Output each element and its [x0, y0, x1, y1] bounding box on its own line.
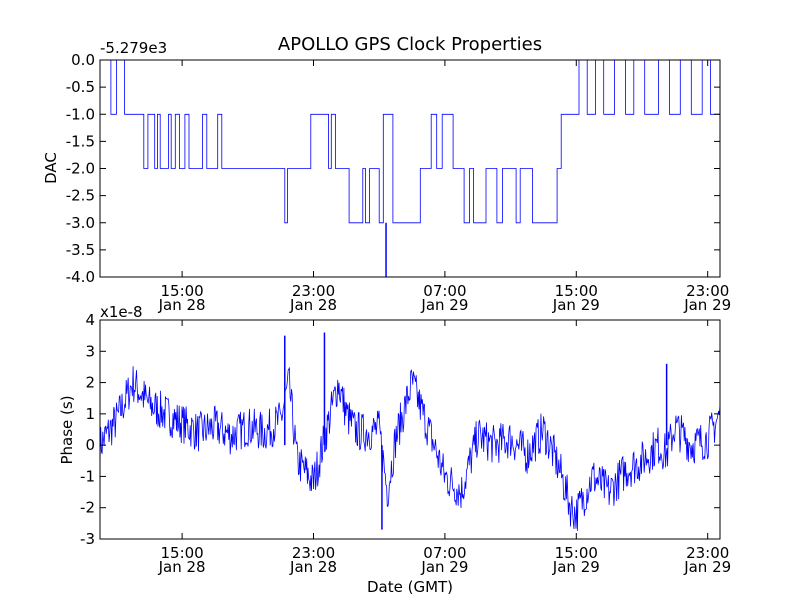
x-tick-label-date: Jan 29 — [420, 296, 468, 314]
series-line — [100, 59, 720, 224]
x-tick-label-time: 15:00 — [555, 544, 598, 562]
y-tick-label: -2.5 — [66, 187, 95, 205]
y-tick-label: -3 — [80, 530, 95, 548]
x-tick-label-time: 15:00 — [555, 282, 598, 300]
phase-offset-label: x1e-8 — [100, 303, 143, 321]
x-tick-label-date: Jan 29 — [552, 558, 600, 576]
x-tick-label-date: Jan 29 — [420, 558, 468, 576]
dac-offset-label: -5.279e3 — [100, 39, 167, 57]
x-tick-label-date: Jan 29 — [552, 296, 600, 314]
phase-series — [99, 332, 721, 531]
y-tick-label: 4 — [85, 311, 95, 329]
y-tick-label: 3 — [85, 342, 95, 360]
y-tick-label: -1 — [80, 467, 95, 485]
x-tick-label-date: Jan 28 — [158, 558, 206, 576]
x-tick-label-time: 07:00 — [423, 544, 466, 562]
dac-y-ticks: 0.0 -0.5 -1.0 -1.5 -2.0 -2.5 -3.0 -3.5 -4.0 — [66, 51, 720, 286]
y-tick-label: -3.5 — [66, 241, 95, 259]
y-tick-label: -0.5 — [66, 78, 95, 96]
x-tick-label-date: Jan 28 — [158, 296, 206, 314]
x-tick-label-date: Jan 29 — [683, 558, 731, 576]
y-tick-label: 2 — [85, 374, 95, 392]
series-line — [99, 366, 721, 531]
dac-series — [100, 59, 720, 277]
phase-y-ticks: 4 3 2 1 0 -1 -2 -3 — [80, 311, 720, 548]
x-tick-label-date: Jan 28 — [289, 296, 337, 314]
y-tick-label: 0.0 — [71, 51, 95, 69]
y-tick-label: -1.5 — [66, 132, 95, 150]
y-tick-label: -1.0 — [66, 105, 95, 123]
chart-title: APOLLO GPS Clock Properties — [278, 34, 542, 55]
dac-panel: 0.0 -0.5 -1.0 -1.5 -2.0 -2.5 -3.0 -3.5 -4.0 15:0… — [42, 39, 731, 314]
phase-x-axis-label: Date (GMT) — [367, 578, 453, 596]
y-tick-label: -4.0 — [66, 268, 95, 286]
y-tick-label: -2.0 — [66, 160, 95, 178]
x-tick-label-time: 07:00 — [423, 282, 466, 300]
y-tick-label: 0 — [85, 436, 95, 454]
y-tick-label: -3.0 — [66, 214, 95, 232]
x-tick-label-time: 23:00 — [292, 282, 335, 300]
x-tick-label-time: 15:00 — [161, 544, 204, 562]
x-tick-label-time: 15:00 — [161, 282, 204, 300]
phase-axes-frame — [99, 319, 721, 540]
y-tick-label: -2 — [80, 499, 95, 517]
x-tick-label-time: 23:00 — [686, 544, 729, 562]
x-tick-label-date: Jan 28 — [289, 558, 337, 576]
phase-y-axis-label: Phase (s) — [58, 395, 76, 464]
x-tick-label-time: 23:00 — [686, 282, 729, 300]
dac-y-axis-label: DAC — [42, 152, 60, 184]
x-tick-label-time: 23:00 — [292, 544, 335, 562]
y-tick-label: 1 — [85, 405, 95, 423]
x-tick-label-date: Jan 29 — [683, 296, 731, 314]
